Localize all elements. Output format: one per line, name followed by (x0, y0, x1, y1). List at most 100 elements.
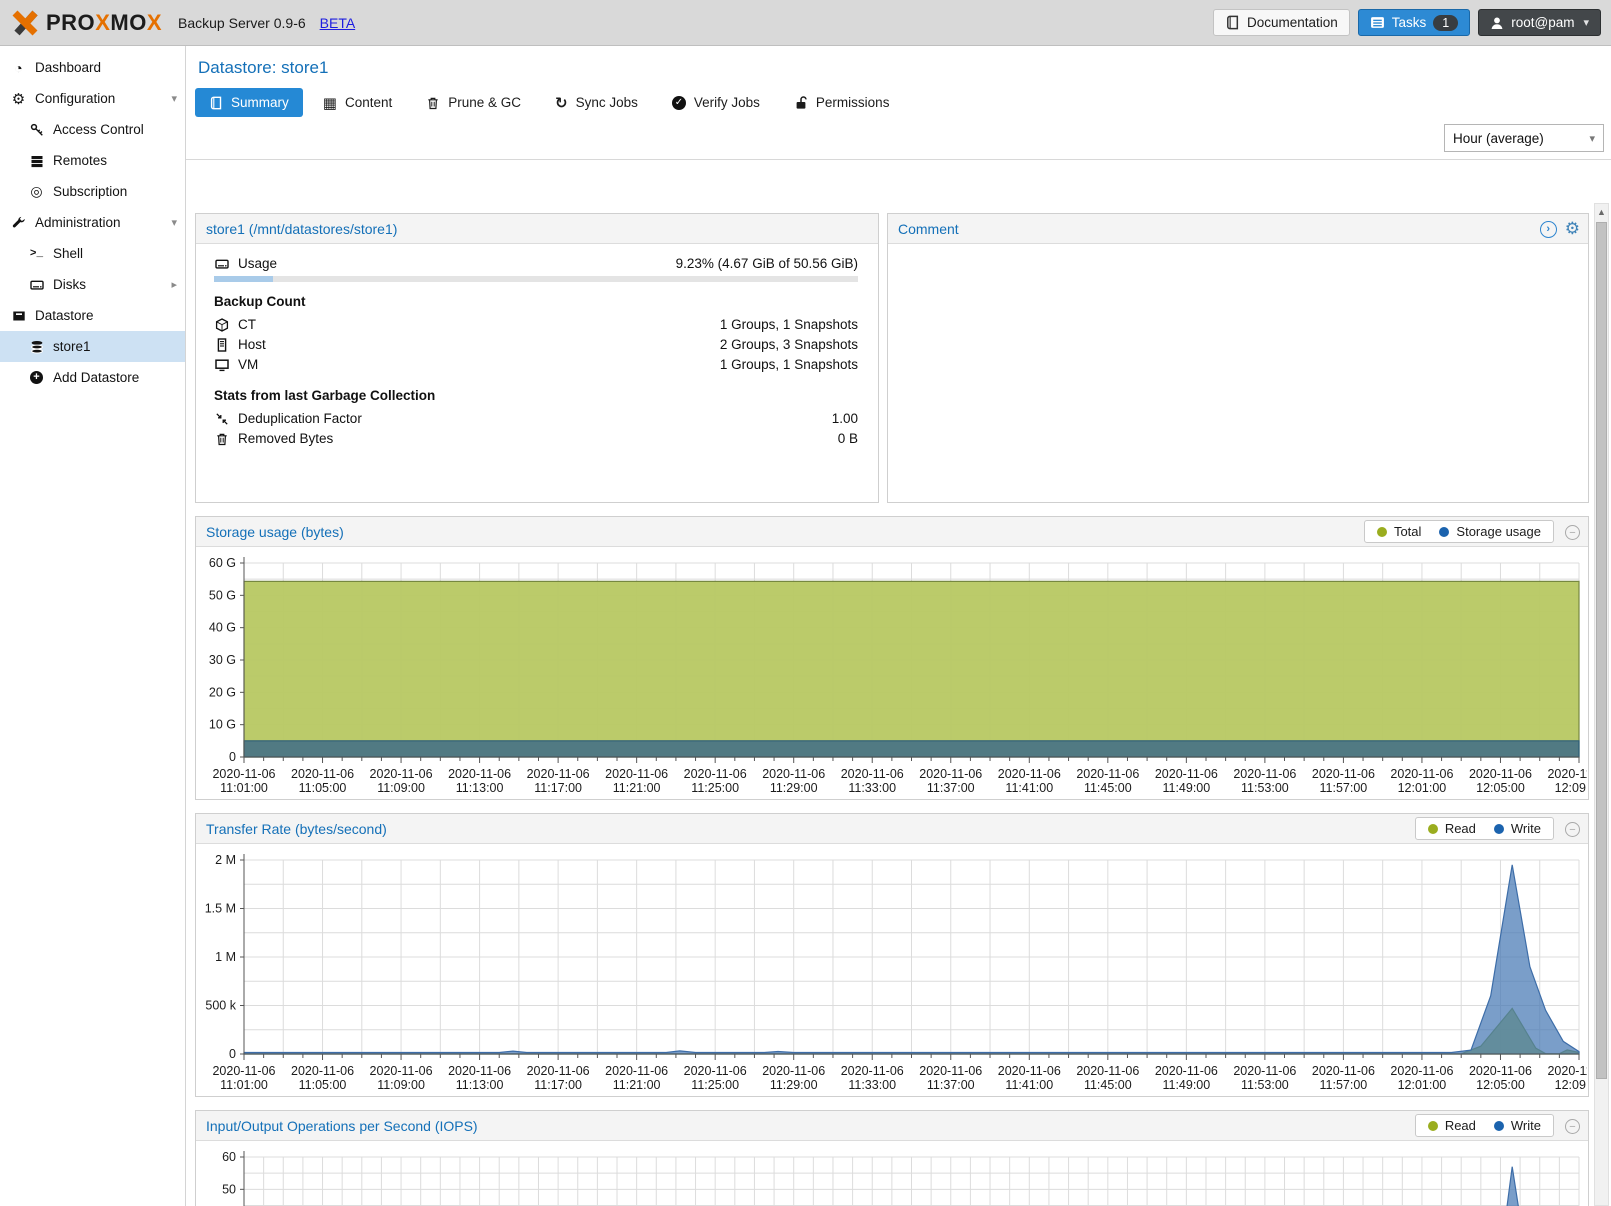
svg-text:2020-11-0611:33:00: 2020-11-0611:33:00 (841, 767, 904, 795)
svg-text:2020-11-0611:45:00: 2020-11-0611:45:00 (1076, 767, 1139, 795)
beta-link[interactable]: BETA (320, 15, 356, 31)
svg-text:2020-11-0612:09:00: 2020-11-0612:09:00 (1547, 1064, 1587, 1092)
svg-text:2020-11-0611:09:00: 2020-11-0611:09:00 (370, 767, 433, 795)
user-icon (1490, 16, 1504, 30)
svg-text:2020-11-0611:01:00: 2020-11-0611:01:00 (212, 767, 275, 795)
datastore-usage-panel-title: store1 (/mnt/datastores/store1) (206, 221, 397, 237)
scroll-up-arrow[interactable]: ▲ (1595, 204, 1608, 219)
sync-icon: ↻ (555, 94, 568, 112)
gear-icon[interactable]: ⚙ (1565, 219, 1580, 239)
svg-text:2020-11-0611:29:00: 2020-11-0611:29:00 (762, 767, 825, 795)
remotes-icon (28, 154, 45, 168)
legend-dot (1439, 527, 1449, 537)
tab-sync-jobs[interactable]: ↻ Sync Jobs (541, 88, 652, 117)
sidebar-item-add-datastore[interactable]: + Add Datastore (0, 362, 185, 393)
top-bar-actions: Documentation Tasks 1 root@pam ▾ (1213, 9, 1601, 36)
timeframe-select[interactable]: Hour (average) ▾ (1444, 124, 1604, 152)
usage-label: Usage (238, 256, 277, 271)
plus-circle-icon: + (28, 371, 45, 384)
sidebar-item-shell[interactable]: >_ Shell (0, 238, 185, 269)
sidebar-item-label: Dashboard (35, 60, 101, 75)
usage-row: Usage 9.23% (4.67 GiB of 50.56 GiB) (214, 256, 858, 271)
sidebar-item-datastore[interactable]: Datastore (0, 300, 185, 331)
chart-panel-storage: Storage usage (bytes) Total Storage usag… (195, 516, 1589, 800)
main-area: Datastore: store1 Summary ▦ Content Prun… (186, 46, 1611, 1206)
tab-summary[interactable]: Summary (195, 88, 303, 117)
disk-icon (28, 278, 45, 292)
tasks-label: Tasks (1392, 15, 1427, 30)
legend-item-read[interactable]: Read (1428, 1118, 1476, 1133)
usage-progress-bar (214, 276, 858, 282)
sidebar-item-subscription[interactable]: ◎ Subscription (0, 176, 185, 207)
legend-item-write[interactable]: Write (1494, 1118, 1541, 1133)
sidebar-item-remotes[interactable]: Remotes (0, 145, 185, 176)
dashboard-icon: ◔ (10, 60, 27, 76)
product-subtitle: Backup Server 0.9-6 (178, 15, 306, 31)
backup-count-row: Host 2 Groups, 3 Snapshots (214, 337, 858, 352)
svg-text:1 M: 1 M (215, 950, 236, 964)
undo-zoom-icon[interactable]: − (1565, 822, 1580, 837)
tasks-button[interactable]: Tasks 1 (1358, 9, 1470, 36)
legend-dot (1428, 1121, 1438, 1131)
user-menu-button[interactable]: root@pam ▾ (1478, 9, 1601, 36)
sidebar-item-administration[interactable]: Administration ▾ (0, 207, 185, 238)
tab-prune-gc[interactable]: Prune & GC (412, 88, 535, 117)
legend-item-write[interactable]: Write (1494, 821, 1541, 836)
comment-panel: Comment › ⚙ (887, 213, 1589, 503)
sidebar-item-store1[interactable]: store1 (0, 331, 185, 362)
svg-text:2020-11-0611:25:00: 2020-11-0611:25:00 (684, 767, 747, 795)
sidebar-item-configuration[interactable]: ⚙ Configuration▾ (0, 83, 185, 114)
undo-zoom-icon[interactable]: − (1565, 1119, 1580, 1134)
svg-text:2020-11-0612:01:00: 2020-11-0612:01:00 (1390, 767, 1453, 795)
svg-text:2020-11-0611:13:00: 2020-11-0611:13:00 (448, 767, 511, 795)
sidebar-item-disks[interactable]: Disks▸ (0, 269, 185, 300)
svg-text:0: 0 (229, 1047, 236, 1061)
svg-text:60: 60 (222, 1150, 236, 1164)
svg-text:2020-11-0611:49:00: 2020-11-0611:49:00 (1155, 767, 1218, 795)
proxmox-wordmark: PROXMOX (46, 10, 162, 36)
collapse-down-icon[interactable]: ▾ (171, 216, 177, 229)
legend-item-read[interactable]: Read (1428, 821, 1476, 836)
cube-icon (214, 318, 230, 332)
page-title: Datastore: store1 (198, 58, 1611, 78)
sidebar-item-dashboard[interactable]: ◔ Dashboard (0, 52, 185, 83)
gc-stat-label: Removed Bytes (238, 431, 333, 446)
undo-zoom-icon[interactable]: − (1565, 525, 1580, 540)
key-icon (28, 123, 45, 137)
svg-text:2020-11-0611:57:00: 2020-11-0611:57:00 (1312, 1064, 1375, 1092)
svg-text:2020-11-0611:09:00: 2020-11-0611:09:00 (370, 1064, 433, 1092)
wordmark-segment: PRO (46, 10, 95, 36)
expand-right-icon[interactable]: ▸ (171, 278, 177, 291)
tab-permissions[interactable]: Permissions (780, 88, 904, 117)
svg-text:2020-11-0611:17:00: 2020-11-0611:17:00 (527, 767, 590, 795)
tasks-count-badge: 1 (1433, 15, 1458, 31)
svg-text:2020-11-0611:13:00: 2020-11-0611:13:00 (448, 1064, 511, 1092)
svg-text:40 G: 40 G (209, 621, 236, 635)
collapse-arrow-icon[interactable]: › (1540, 221, 1557, 238)
documentation-button[interactable]: Documentation (1213, 9, 1350, 36)
collapse-down-icon[interactable]: ▾ (171, 92, 177, 105)
legend-label: Storage usage (1456, 524, 1541, 539)
vertical-scrollbar[interactable]: ▲ (1594, 203, 1609, 1206)
backup-count-heading: Backup Count (214, 294, 858, 309)
sidebar-item-access-control[interactable]: Access Control (0, 114, 185, 145)
svg-text:1.5 M: 1.5 M (205, 902, 236, 916)
svg-text:2020-11-0611:37:00: 2020-11-0611:37:00 (919, 767, 982, 795)
sidebar: ◔ Dashboard ⚙ Configuration▾ Access Cont… (0, 46, 186, 1206)
sidebar-item-label: Shell (53, 246, 83, 261)
legend-dot (1428, 824, 1438, 834)
legend-item-total[interactable]: Total (1377, 524, 1421, 539)
tab-label: Permissions (816, 95, 890, 110)
scrollbar-thumb[interactable] (1596, 222, 1607, 1079)
legend-item-storage-usage[interactable]: Storage usage (1439, 524, 1541, 539)
gears-icon: ⚙ (10, 90, 27, 108)
sidebar-item-label: Remotes (53, 153, 107, 168)
sidebar-item-label: Administration (35, 215, 121, 230)
sidebar-item-label: Add Datastore (53, 370, 139, 385)
tab-label: Prune & GC (448, 95, 521, 110)
legend-label: Total (1394, 524, 1421, 539)
svg-text:2020-11-0611:41:00: 2020-11-0611:41:00 (998, 767, 1061, 795)
legend-dot (1494, 824, 1504, 834)
tab-content[interactable]: ▦ Content (309, 88, 406, 117)
tab-verify-jobs[interactable]: ✓ Verify Jobs (658, 88, 774, 117)
